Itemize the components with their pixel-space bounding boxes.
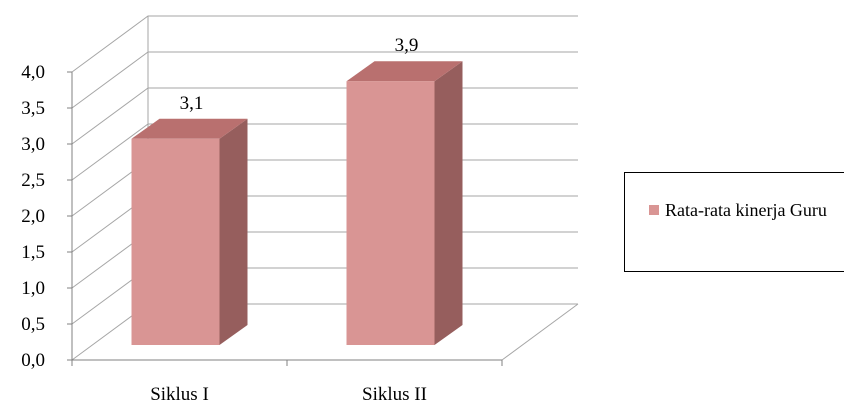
bar-top: [131, 118, 248, 139]
legend-swatch: [649, 205, 659, 215]
legend: Rata-rata kinerja Guru: [624, 172, 844, 272]
bar: [346, 61, 463, 345]
category-labels: Siklus I Siklus II: [150, 384, 427, 405]
bar-front: [131, 138, 220, 345]
legend-item: Rata-rata kinerja Guru: [649, 199, 844, 222]
axis-layer: [67, 71, 503, 366]
y-tick-label: 4,0: [21, 62, 45, 83]
bar: [131, 118, 248, 345]
y-tick-label: 2,0: [21, 206, 45, 227]
category-label: Siklus I: [150, 384, 209, 405]
y-tick-label: 3,5: [21, 98, 45, 119]
y-tick-label: 3,0: [21, 134, 45, 155]
bars: [131, 61, 463, 345]
bar-front: [346, 81, 435, 345]
bar-side: [219, 118, 248, 345]
y-tick-label: 1,0: [21, 278, 45, 299]
gridline: [71, 15, 578, 73]
y-tick-label: 1,5: [21, 242, 45, 263]
y-tick-label: 2,5: [21, 170, 45, 191]
floor-edge: [501, 303, 579, 361]
gridline: [71, 51, 578, 109]
y-tick-label: 0,0: [21, 350, 45, 371]
bar-top: [346, 61, 463, 82]
legend-label: Rata-rata kinerja Guru: [665, 200, 827, 220]
bar-side: [434, 61, 463, 345]
y-tick-label: 0,5: [21, 314, 45, 335]
category-label: Siklus II: [362, 384, 427, 405]
data-label: 3,9: [395, 35, 419, 56]
y-tick-labels: 0,0 0,5 1,0 1,5 2,0 2,5 3,0 3,5 4,0: [21, 62, 45, 371]
data-labels: 3,1 3,9: [180, 35, 419, 114]
data-label: 3,1: [180, 93, 204, 114]
